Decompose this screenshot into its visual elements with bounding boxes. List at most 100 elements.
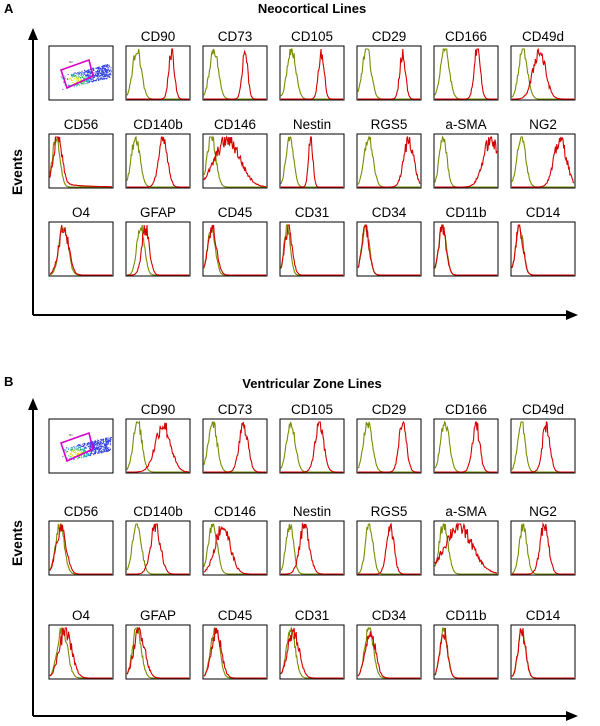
panel-b-title: Ventricular Zone Lines [242, 376, 381, 391]
panel-b-scatter-event [80, 448, 82, 450]
panel-a-histogram-cd105: CD105 [279, 29, 345, 101]
panel-a-scatter-event [85, 74, 87, 76]
panel-a-scatter-event [75, 76, 77, 78]
panel-a-scatter-event [98, 78, 100, 80]
panel-b-scatter-event [99, 449, 101, 450]
panel-b-scatter-event [71, 454, 73, 456]
panel-a-marker-label-cd166: CD166 [445, 29, 487, 44]
panel-a-marker-label-cd49d: CD49d [522, 29, 564, 44]
panel-a-control-curve-cd146 [203, 135, 266, 188]
panel-a-marker-label-cd56: CD56 [64, 117, 99, 132]
panel-a-scatter-event [106, 78, 108, 80]
panel-b-scatter-event [101, 451, 103, 453]
panel-a-histogram-cd34: CD34 [356, 205, 422, 277]
panel-a-histogram-cd49d: CD49d [510, 29, 576, 101]
panel-b-scatter-event [103, 450, 105, 452]
panel-b-scatter-gate-label: R1 [69, 433, 73, 437]
panel-b-scatter-event [75, 452, 77, 454]
panel-b-scatter-event [98, 440, 100, 442]
panel-b-marker-label-cd49d: CD49d [522, 402, 564, 417]
panel-a-scatter-event [96, 79, 98, 81]
panel-a-scatter-event [94, 75, 96, 77]
panel-a-scatter-event [88, 75, 90, 77]
panel-b-scatter-event [106, 442, 108, 444]
panel-b-scatter-event [108, 448, 109, 450]
panel-a-scatter-event [101, 66, 103, 68]
panel-b-scatter-event [103, 441, 105, 443]
panel-a-histogram-cd31: CD31 [279, 205, 345, 277]
panel-a-scatter-event [103, 68, 105, 70]
panel-a-scatter-event [72, 74, 74, 76]
panel-a-scatter-event [97, 73, 99, 75]
panel-a-histogram-frame [202, 133, 268, 189]
panel-b-scatter-event [100, 441, 102, 443]
panel-a-scatter-event [97, 75, 99, 77]
panel-a-scatter-event [104, 69, 106, 71]
panel-a-scatter-event [100, 73, 102, 75]
panel-a-scatter-event [102, 70, 103, 72]
panel-a-scatter-event [96, 74, 98, 76]
panel-b-scatter-event [81, 445, 83, 447]
panel-a-scatter-event [102, 71, 104, 73]
panel-a-scatter-event [107, 74, 109, 76]
panel-b-histogram-cd146: CD146 [202, 504, 268, 576]
panel-b-scatter-event [86, 454, 87, 456]
panel-a-scatter-event [94, 80, 96, 82]
panel-a-scatter-event [73, 78, 75, 80]
panel-a-scatter-event [101, 69, 103, 71]
panel-b-scatter-event [100, 447, 102, 449]
panel-a-stained-curve-rgs5 [358, 135, 421, 188]
panel-b-scatter-event [65, 450, 67, 452]
panel-a-histogram-gfap: GFAP [125, 205, 191, 277]
panel-a-scatter-event [106, 72, 108, 74]
panel-a-scatter-event [95, 71, 97, 73]
panel-b-scatter-event [87, 454, 89, 455]
panel-a-scatter-event [95, 73, 97, 75]
panel-a-scatter-event [92, 81, 94, 82]
panel-b-scatter-event [89, 454, 91, 456]
panel-b-control-curve-cd73 [203, 421, 266, 473]
panel-b-scatter-event [69, 456, 71, 458]
panel-a-scatter-event [82, 83, 84, 85]
panel-a-scatter-event [101, 70, 103, 72]
panel-b-scatter-event [92, 444, 94, 446]
panel-b-scatter-event [107, 440, 109, 442]
panel-a-scatter-event [75, 75, 77, 77]
panel-a-scatter-event [110, 72, 111, 74]
panel-a-scatter-event [86, 81, 88, 83]
panel-a-scatter-event [88, 82, 90, 83]
panel-b-marker-label-cd14: CD14 [526, 608, 561, 623]
panel-a-scatter-event [109, 77, 111, 78]
panel-b-scatter-event [69, 449, 71, 451]
panel-a-scatter-event [100, 79, 102, 81]
panel-b-scatter-event [91, 452, 93, 454]
panel-a-scatter-event [87, 80, 89, 82]
panel-b-scatter-event [62, 456, 64, 458]
panel-b-scatter-event [87, 452, 89, 454]
panel-b-y-axis-arrow [28, 398, 38, 410]
panel-b-scatter-event [78, 452, 80, 454]
panel-b-stained-curve-cd49d [512, 420, 574, 473]
panel-a-histogram-rgs5: RGS5 [356, 117, 422, 189]
panel-b-scatter-event [108, 447, 110, 449]
panel-a-scatter-event [98, 70, 100, 72]
panel-a-histogram-cd140b: CD140b [125, 117, 191, 189]
panel-b-marker-label-gfap: GFAP [140, 608, 176, 623]
panel-b-histograms: R1 CD90 CD73 CD105 CD29 CD166 CD49d CD56 CD140b C… [48, 402, 576, 680]
panel-a-scatter-event [88, 70, 90, 72]
panel-a-scatter-event [102, 73, 104, 75]
panel-a-scatter-event [78, 73, 80, 75]
panel-b-scatter-event [93, 453, 95, 455]
panel-a-scatter-event [84, 73, 86, 75]
panel-a-scatter-event [93, 69, 95, 71]
panel-a-scatter-event [107, 65, 109, 67]
panel-b-scatter-event [105, 443, 107, 445]
panel-a-marker-label-cd73: CD73 [218, 29, 253, 44]
panel-a-scatter-event [105, 78, 107, 80]
panel-a-scatter-plot: R2 [48, 45, 114, 101]
panel-a-scatter-event [80, 79, 82, 81]
panel-b-letter: B [4, 374, 13, 389]
panel-b-scatter-event [108, 441, 110, 443]
panel-b-scatter-event [75, 450, 76, 452]
